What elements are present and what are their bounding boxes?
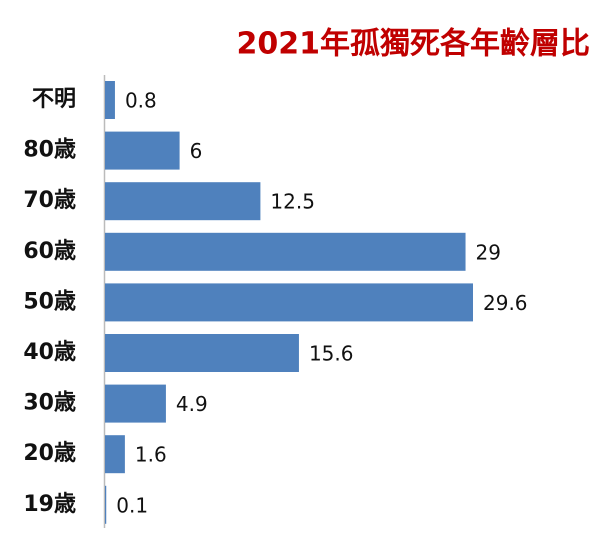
bar [105, 485, 107, 524]
y-tick-label: 40歳 [23, 340, 76, 365]
y-tick-label: 30歳 [23, 391, 76, 416]
y-tick-label: 20歳 [23, 441, 76, 466]
data-label: 0.1 [116, 493, 148, 517]
bar [105, 334, 299, 372]
chart-title: 2021年孤獨死各年齡層比 [237, 27, 591, 62]
data-label: 12.5 [270, 190, 315, 214]
bar [105, 182, 261, 221]
data-label: 4.9 [176, 392, 208, 416]
bar [105, 384, 166, 423]
y-tick-label: 19歳 [23, 492, 76, 517]
y-tick-label: 80歳 [23, 138, 76, 163]
bar [105, 435, 125, 474]
data-label: 0.8 [125, 89, 157, 113]
data-label: 1.6 [135, 443, 167, 467]
bar [105, 81, 115, 119]
data-label: 6 [190, 139, 203, 163]
y-tick-label: 50歳 [23, 289, 76, 314]
data-label: 29.6 [483, 291, 528, 315]
data-label: 15.6 [309, 342, 354, 366]
y-tick-label: 不明 [32, 87, 76, 112]
bar [105, 131, 180, 170]
data-label: 29 [476, 240, 501, 264]
y-tick-label: 70歳 [23, 188, 76, 213]
y-tick-label: 60歳 [23, 239, 76, 264]
bar [105, 232, 466, 271]
bar [105, 283, 473, 322]
